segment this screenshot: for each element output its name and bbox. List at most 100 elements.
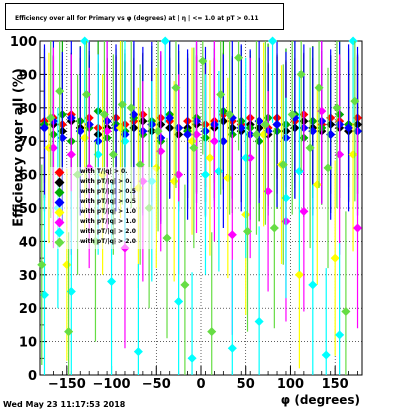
data-point [171, 83, 181, 93]
data-point [64, 327, 74, 337]
data-point [299, 206, 309, 216]
data-point [133, 347, 143, 357]
data-point [341, 307, 351, 317]
legend-marker [54, 167, 65, 178]
x-tick-label: 0 [196, 377, 205, 392]
y-tick-label: 60 [19, 169, 37, 184]
data-point [66, 150, 76, 160]
data-point [62, 260, 72, 270]
timestamp-footer: Wed May 23 11:17:53 2018 [3, 400, 126, 409]
data-point [348, 36, 358, 46]
data-point [227, 343, 237, 353]
data-point [308, 280, 318, 290]
legend-label: with T/|q| > 0. [80, 168, 128, 175]
legend-marker [54, 217, 65, 228]
data-point [187, 353, 197, 363]
y-tick-label: 0 [28, 369, 37, 384]
data-point [223, 173, 233, 183]
y-tick-label: 10 [19, 336, 37, 351]
legend-entry: with pT/|q| > 1.0 [50, 217, 156, 228]
data-point [353, 223, 363, 233]
data-point [126, 103, 136, 113]
x-tick-label: −50 [142, 377, 171, 392]
legend-label: with pT/|q| > 2.0 [80, 238, 136, 245]
legend: with T/|q| > 0. with pT/|q| > 0. with pT/|… [50, 167, 156, 249]
data-point [39, 123, 49, 133]
data-point [205, 153, 215, 163]
data-point [99, 109, 109, 119]
x-axis-label: φ (degrees) [280, 393, 360, 407]
data-point [55, 86, 65, 96]
legend-marker [54, 187, 65, 198]
chart-title-box: Efficiency over all for Primary vs φ (de… [5, 3, 284, 30]
data-point [314, 83, 324, 93]
data-point [207, 327, 217, 337]
legend-label: with pT/|q| > 0. [80, 178, 132, 185]
data-point [278, 160, 288, 170]
x-axis: −150 −100 −50 0 50 100 150 [44, 366, 358, 392]
legend-entry: with pT/|q| > 2.0 [50, 227, 156, 238]
data-point [183, 130, 193, 140]
x-tick-label: 150 [322, 377, 349, 392]
data-point [348, 150, 358, 160]
y-tick-label: 40 [19, 235, 37, 250]
data-point [321, 350, 331, 360]
legend-label: with pT/|q| > 2.0 [80, 228, 136, 235]
data-point [82, 89, 92, 99]
legend-entry: with pT/|q| > 0. [50, 177, 156, 188]
legend-entry: with pT/|q| > 0.5 [50, 187, 156, 198]
data-point [180, 280, 190, 290]
legend-label: with pT/|q| > 1.0 [80, 208, 136, 215]
data-point [200, 170, 210, 180]
data-point [189, 143, 199, 153]
data-point [243, 226, 253, 236]
data-point [165, 113, 175, 123]
data-point [296, 69, 306, 79]
data-point [335, 330, 345, 340]
data-point [234, 53, 244, 63]
data-point [350, 96, 360, 106]
legend-label: with pT/|q| > 0.5 [80, 188, 136, 195]
y-tick-label: 80 [19, 102, 37, 117]
data-point [162, 233, 172, 243]
data-point [214, 166, 224, 176]
y-tick-label: 50 [19, 202, 37, 217]
data-point [37, 260, 47, 270]
x-tick-label: −150 [48, 377, 86, 392]
data-point [294, 270, 304, 280]
y-tick-label: 90 [19, 68, 37, 83]
data-point [46, 113, 56, 123]
data-point [294, 166, 304, 176]
data-point [323, 163, 333, 173]
data-point [268, 36, 278, 46]
data-point [251, 130, 261, 140]
data-point [153, 126, 163, 136]
data-point [216, 89, 226, 99]
data-point [174, 297, 184, 307]
y-axis-label: Efficiency over all (%) [11, 68, 27, 227]
data-point [198, 56, 208, 66]
y-tick-label: 100 [10, 35, 37, 50]
data-point [344, 123, 354, 133]
legend-marker [54, 197, 65, 208]
data-point [312, 180, 322, 190]
data-point [209, 136, 219, 146]
data-point [254, 317, 264, 327]
data-point [187, 136, 197, 146]
legend-marker [54, 237, 65, 248]
chart-title: Efficiency over all for Primary vs φ (de… [15, 15, 259, 22]
data-point [160, 36, 170, 46]
data-point [330, 253, 340, 263]
y-tick-label: 20 [19, 302, 37, 317]
legend-label: with pT/|q| > 1.0 [80, 218, 136, 225]
data-point [135, 160, 145, 170]
y-tick-label: 30 [19, 269, 37, 284]
data-point [225, 109, 235, 119]
x-tick-label: 50 [237, 377, 255, 392]
legend-entry: with pT/|q| > 1.0 [50, 207, 156, 218]
data-point [272, 120, 282, 129]
data-point [108, 150, 118, 160]
data-point [305, 143, 315, 153]
legend-marker [54, 227, 65, 238]
y-axis: 0 10 20 30 40 50 60 70 80 90 100 [10, 35, 47, 384]
